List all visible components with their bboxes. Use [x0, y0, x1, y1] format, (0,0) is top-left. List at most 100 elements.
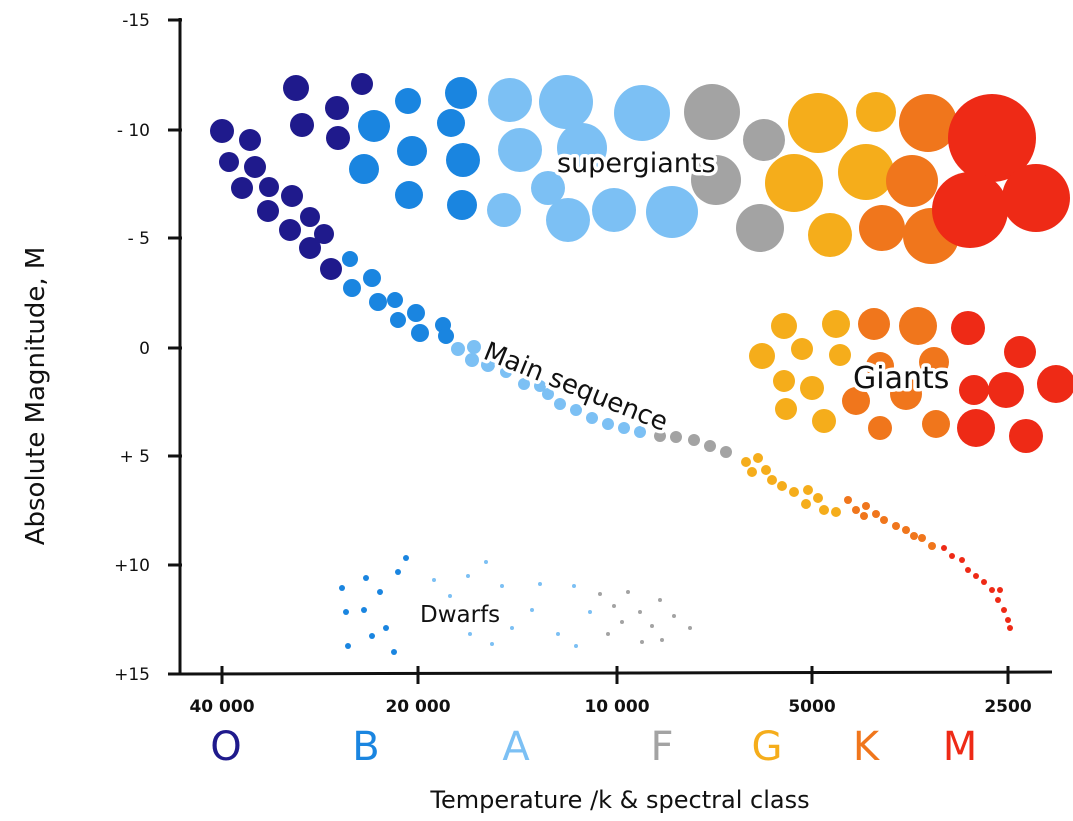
spectral-class-m: M	[943, 724, 978, 770]
y-axis-title: Absolute Magnitude, M	[21, 247, 51, 546]
supergiant-star	[531, 171, 565, 205]
dwarf-star	[448, 594, 452, 598]
main-sequence-star	[989, 587, 995, 593]
main-sequence-star	[219, 152, 239, 172]
main-sequence-star	[670, 431, 682, 443]
main-sequence-star	[518, 378, 530, 390]
main-sequence-star	[320, 258, 342, 280]
main-sequence-star	[761, 465, 771, 475]
supergiant-star	[948, 94, 1036, 182]
main-sequence-star	[586, 412, 598, 424]
supergiant-star	[395, 88, 421, 114]
giant-star	[775, 398, 797, 420]
main-sequence-star	[753, 453, 763, 463]
supergiant-star	[446, 143, 480, 177]
dwarf-star	[377, 589, 383, 595]
main-sequence-star	[259, 177, 279, 197]
giant-star	[858, 308, 890, 340]
main-sequence-star	[1007, 625, 1013, 631]
supergiant-star	[445, 77, 477, 109]
supergiant-star	[592, 188, 636, 232]
supergiant-star	[856, 92, 896, 132]
supergiant-star	[397, 136, 427, 166]
spectral-class-a: A	[502, 724, 530, 770]
giant-star	[959, 375, 989, 405]
main-sequence-star	[231, 177, 253, 199]
main-sequence-star	[767, 475, 777, 485]
x-ticks: 40 000 20 000 10 000 5000 2500	[189, 666, 1032, 717]
dwarf-star	[620, 620, 624, 624]
dwarf-star	[588, 610, 592, 614]
supergiant-star	[838, 144, 894, 200]
main-sequence-star	[704, 440, 716, 452]
main-sequence-star	[500, 366, 512, 378]
dwarf-star	[391, 649, 397, 655]
main-sequence-star	[965, 567, 971, 573]
main-sequence-star	[465, 353, 479, 367]
supergiant-star	[932, 172, 1008, 248]
main-sequence-star	[747, 467, 757, 477]
supergiant-star	[886, 155, 938, 207]
dwarf-star	[500, 584, 504, 588]
x-axis-title: Temperature /k & spectral class	[429, 786, 809, 814]
main-sequence-star	[407, 304, 425, 322]
main-sequence-star	[244, 156, 266, 178]
main-sequence-star	[343, 279, 361, 297]
main-sequence-star	[534, 380, 546, 392]
dwarf-star	[650, 624, 654, 628]
y-tick-label: -15	[122, 11, 150, 31]
main-sequence-star	[892, 522, 900, 530]
main-sequence-star	[363, 269, 381, 287]
main-sequence-star	[210, 119, 234, 143]
dwarf-star	[688, 626, 692, 630]
y-tick-label: +15	[114, 665, 150, 685]
supergiant-star	[358, 110, 390, 142]
main-sequence-star	[928, 542, 936, 550]
dwarf-star	[361, 607, 367, 613]
main-sequence-star	[688, 434, 700, 446]
main-sequence-star	[862, 502, 870, 510]
giant-star	[1009, 419, 1043, 453]
y-tick-label: +10	[114, 556, 150, 576]
supergiant-star	[437, 109, 465, 137]
supergiant-star	[899, 94, 957, 152]
giant-star	[919, 347, 949, 377]
star-dots-layer	[210, 73, 1073, 655]
dwarf-star	[383, 625, 389, 631]
main-sequence-star	[438, 328, 454, 344]
dwarf-star	[450, 618, 454, 622]
main-sequence-star	[390, 312, 406, 328]
main-sequence-star	[314, 224, 334, 244]
dwarf-star	[626, 590, 630, 594]
dwarfs-label: Dwarfs	[420, 602, 500, 628]
supergiant-star	[557, 123, 607, 173]
spectral-class-o: O	[210, 724, 241, 770]
y-ticks: -15 - 10 - 5 0 + 5 +10 +15	[114, 11, 182, 685]
supergiant-star	[395, 181, 423, 209]
supergiant-star	[290, 113, 314, 137]
main-sequence-star	[872, 510, 880, 518]
supergiant-star	[691, 155, 741, 205]
dwarf-star	[345, 643, 351, 649]
supergiant-star	[283, 75, 309, 101]
dwarf-star	[574, 644, 578, 648]
x-tick-label: 10 000	[584, 697, 649, 717]
main-sequence-star	[279, 219, 301, 241]
supergiant-star	[447, 190, 477, 220]
main-sequence-star	[602, 418, 614, 430]
x-tick-label: 2500	[984, 697, 1031, 717]
supergiants-label: supergiants	[557, 148, 716, 179]
dwarf-star	[339, 585, 345, 591]
supergiant-star	[488, 78, 532, 122]
main-sequence-star	[542, 388, 554, 400]
giant-star	[899, 307, 937, 345]
spectral-class-b: B	[352, 724, 379, 770]
main-sequence-star	[481, 358, 495, 372]
dwarf-star	[484, 560, 488, 564]
giant-star	[1037, 365, 1073, 403]
spectral-class-f: F	[650, 724, 673, 770]
main-sequence-star	[910, 532, 918, 540]
giant-star	[822, 310, 850, 338]
main-sequence-star	[451, 342, 465, 356]
